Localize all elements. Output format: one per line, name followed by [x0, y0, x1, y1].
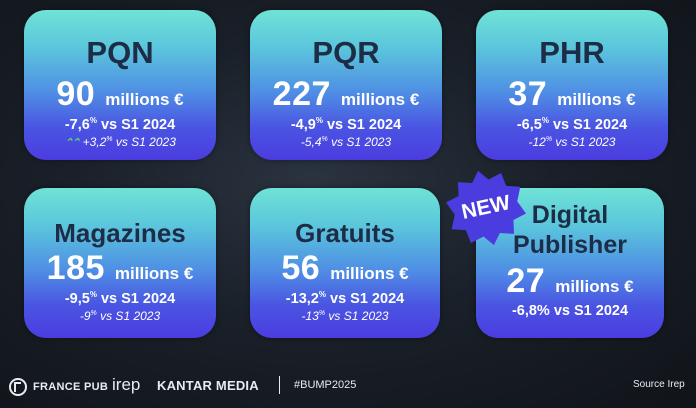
amount-unit: millions € — [557, 90, 636, 109]
card-amount: 27 millions € — [476, 262, 664, 301]
amount-unit: millions € — [555, 277, 634, 296]
new-badge-label: NEW — [459, 191, 513, 224]
amount-unit: millions € — [114, 264, 194, 283]
card-amount: 56 millions € — [250, 249, 440, 288]
change-vs-2024: -6,8% vs S1 2024 — [511, 303, 629, 319]
card-title: Digital Publisher — [476, 200, 664, 260]
change-vs-2024: -13,2% vs S1 2024 — [285, 290, 405, 307]
change-vs-2024: -7,6% vs S1 2024 — [64, 116, 176, 133]
card-title-line1: Digital — [531, 201, 609, 229]
hashtag: #BUMP2025 — [294, 379, 357, 391]
card-amount: 185 millions € — [24, 249, 216, 288]
footer: FRANCE PUB irep KANTAR MEDIA #BUMP2025 S… — [0, 370, 696, 408]
card-title: PHR — [539, 35, 605, 70]
card-pqn: PQN 90 millions € -7,6% vs S1 2024 ⌃⌃ +3,2… — [24, 10, 216, 160]
amount-unit: millions € — [330, 264, 409, 283]
card-pqr: PQR 227 millions € -4,9% vs S1 2024 -5,4%… — [250, 10, 442, 160]
change-vs-2023: ⌃⌃ +3,2% vs S1 2023 — [64, 135, 176, 149]
card-title: PQR — [312, 35, 380, 70]
amount-value: 227 — [272, 75, 331, 113]
up-arrow-icon: ⌃⌃ — [64, 137, 81, 149]
card-gratuits: Gratuits 56 millions € -13,2% vs S1 2024 … — [250, 188, 440, 338]
card-amount: 90 millions € — [24, 75, 216, 114]
change-vs-2023: -5,4% vs S1 2023 — [300, 135, 392, 149]
irep-logo: irep — [112, 375, 141, 394]
card-title-line2: Publisher — [513, 231, 627, 259]
card-title: PQN — [86, 35, 154, 70]
change-vs-2024: -9,5% vs S1 2024 — [64, 290, 176, 307]
amount-value: 37 — [508, 75, 548, 113]
card-amount: 37 millions € — [476, 75, 668, 114]
amount-unit: millions € — [105, 90, 184, 109]
amount-value: 90 — [56, 75, 96, 113]
card-magazines: Magazines 185 millions € -9,5% vs S1 2024… — [24, 188, 216, 338]
card-title: Gratuits — [295, 218, 395, 248]
card-phr: PHR 37 millions € -6,5% vs S1 2024 -12% v… — [476, 10, 668, 160]
amount-unit: millions € — [340, 90, 420, 109]
source-note: Source Irep — [633, 379, 685, 390]
card-title: Magazines — [54, 218, 186, 248]
change-vs-2023: -12% vs S1 2023 — [528, 135, 616, 149]
amount-value: 56 — [281, 249, 321, 287]
card-amount: 227 millions € — [250, 75, 442, 114]
change-vs-2023: -9% vs S1 2023 — [79, 309, 161, 323]
francepub-logo: FRANCE PUB — [9, 378, 108, 396]
change-vs-2024: -6,5% vs S1 2024 — [516, 116, 628, 133]
francepub-text: FRANCE PUB — [33, 381, 109, 393]
kantar-media-logo: KANTAR MEDIA — [157, 378, 259, 393]
card-digital-publisher: Digital Publisher 27 millions € -6,8% vs … — [476, 188, 664, 338]
amount-value: 185 — [46, 249, 105, 287]
footer-divider — [279, 376, 280, 394]
change-vs-2024: -4,9% vs S1 2024 — [290, 116, 402, 133]
amount-value: 27 — [506, 262, 546, 300]
change-vs-2023: -13% vs S1 2023 — [301, 309, 389, 323]
francepub-icon — [9, 378, 27, 396]
